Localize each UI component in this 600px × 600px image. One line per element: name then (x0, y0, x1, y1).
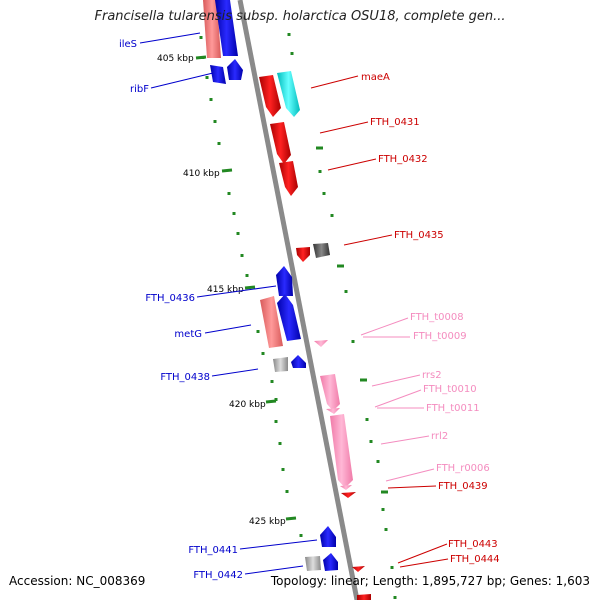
gene-arrow (279, 161, 298, 196)
gene-arrow (352, 566, 365, 572)
gene-label-FTH_0436[interactable]: FTH_0436 (145, 293, 195, 304)
rna-label-FTH_t0010[interactable]: FTH_t0010 (423, 384, 477, 395)
rna-arrow (314, 340, 328, 347)
gene-label-FTH_0441[interactable]: FTH_0441 (188, 545, 238, 556)
gene-arrow (357, 594, 371, 600)
gene-label-metG[interactable]: metG (174, 329, 202, 340)
right-tick-row (287, 33, 397, 599)
reverse-features (259, 71, 371, 600)
gene-label-FTH_0444[interactable]: FTH_0444 (450, 554, 500, 565)
rna-label-FTH_t0008[interactable]: FTH_t0008 (410, 312, 464, 323)
gene-label-FTH_0438[interactable]: FTH_0438 (160, 372, 210, 383)
sequence-summary: Topology: linear; Length: 1,895,727 bp; … (270, 574, 590, 588)
gene-arrow (296, 247, 310, 262)
rna-label-FTH_t0009[interactable]: FTH_t0009 (413, 331, 467, 342)
tick-label: 420 kbp (229, 400, 266, 410)
genome-backbone (237, 0, 360, 600)
gene-label-FTH_0435[interactable]: FTH_0435 (394, 230, 444, 241)
rna-arrow (326, 408, 340, 414)
gene-label-ileS[interactable]: ileS (119, 39, 137, 50)
rna-label-FTH_t0011[interactable]: FTH_t0011 (426, 403, 480, 414)
gene-label-FTH_0439[interactable]: FTH_0439 (438, 481, 488, 492)
gene-arrow (273, 357, 288, 372)
rna-arrow (330, 414, 353, 488)
gene-label-FTH_0432[interactable]: FTH_0432 (378, 154, 428, 165)
tick-label: 425 kbp (249, 517, 286, 527)
gene-arrow (305, 556, 321, 571)
left-tick-row (199, 36, 303, 537)
gene-arrow (277, 294, 301, 341)
rna-leader-lines (360, 317, 435, 482)
gene-arrow (323, 553, 338, 571)
map-title: Francisella tularensis subsp. holarctica… (94, 9, 506, 24)
gene-arrow (203, 0, 221, 58)
gene-arrow (215, 0, 238, 56)
rna-arrow (340, 485, 352, 490)
gene-arrow (313, 243, 330, 258)
forward-features (203, 0, 338, 571)
gene-arrow (227, 59, 243, 80)
gene-arrow (277, 71, 300, 117)
rna-label-rrs2[interactable]: rrs2 (422, 370, 442, 381)
accession-label: Accession: NC_008369 (9, 574, 146, 588)
gene-arrow (320, 526, 336, 547)
gene-arrow (260, 296, 283, 348)
left-leader-lines (139, 32, 318, 575)
gene-label-maeA[interactable]: maeA (361, 72, 390, 83)
gene-arrow (270, 122, 291, 164)
gene-label-FTH_0431[interactable]: FTH_0431 (370, 117, 420, 128)
rna-label-rrl2[interactable]: rrl2 (431, 431, 448, 442)
gene-arrow (341, 492, 356, 498)
gene-arrow (259, 75, 281, 117)
gene-label-FTH_0442[interactable]: FTH_0442 (193, 570, 243, 581)
tick-label: 410 kbp (183, 169, 220, 179)
tick-label: 405 kbp (157, 54, 194, 64)
gene-label-FTH_0443[interactable]: FTH_0443 (448, 539, 498, 550)
gene-arrow (291, 355, 306, 368)
rna-arrow (320, 374, 340, 411)
rna-label-FTH_r0006[interactable]: FTH_r0006 (436, 463, 490, 474)
tick-label: 415 kbp (207, 285, 244, 295)
major-tick-marks (195, 55, 297, 521)
gene-arrow (276, 266, 293, 296)
gene-arrow (210, 65, 226, 84)
right-leader-lines (310, 75, 449, 568)
gene-label-ribF[interactable]: ribF (130, 84, 149, 95)
